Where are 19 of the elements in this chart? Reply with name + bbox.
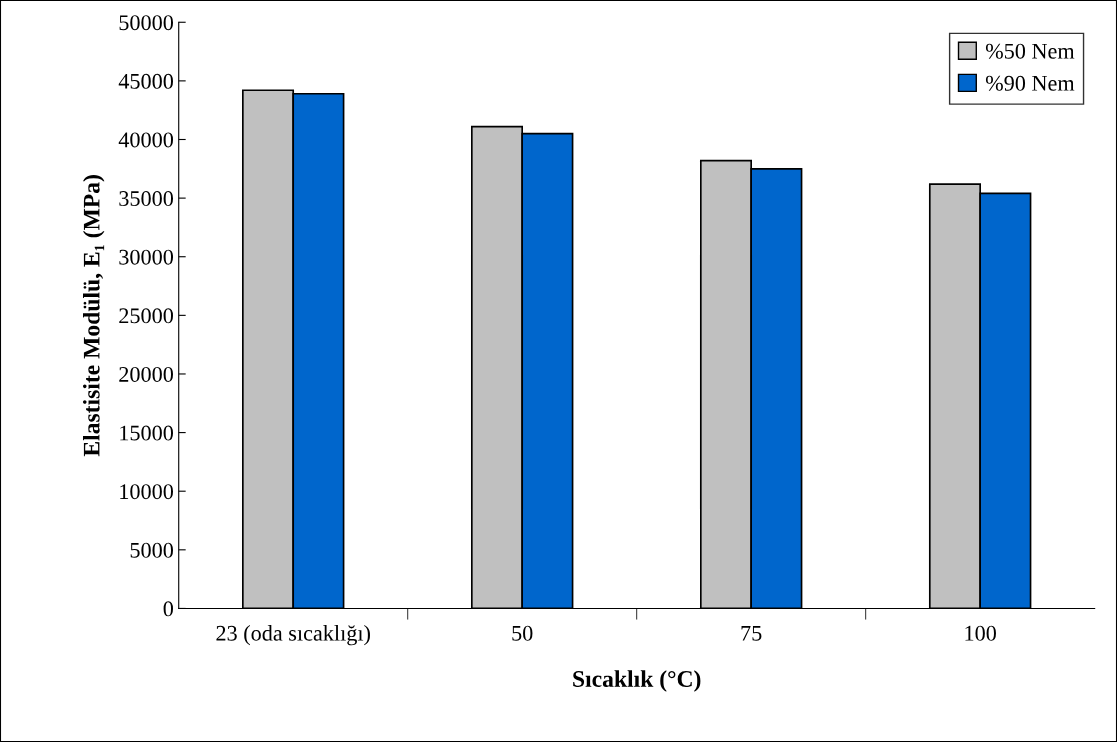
y-tick-label: 25000 (119, 308, 174, 324)
y-tick-label: 0 (163, 601, 174, 617)
y-tick-label: 20000 (119, 366, 174, 382)
x-tick-label: 100 (965, 625, 996, 641)
legend-label: %90 Nem (985, 75, 1075, 91)
x-tick-label: 75 (741, 625, 762, 641)
y-tick-label: 35000 (119, 191, 174, 207)
y-tick-label: 40000 (118, 132, 174, 148)
x-tick-label: 23 (oda sıcaklığı) (216, 625, 370, 646)
y-tick-label: 10000 (120, 484, 174, 500)
y-tick-label: 45000 (118, 73, 174, 89)
y-axis-title: Elastisite Modülü, E₁ (MPa) (83, 175, 105, 457)
y-tick-label: 5000 (130, 542, 174, 558)
y-tick-label: 50000 (119, 15, 174, 31)
legend-label: %50 Nem (985, 43, 1075, 59)
x-axis-title: Sıcaklık (°C) (573, 670, 701, 692)
y-tick-label: 30000 (119, 249, 174, 265)
x-tick-label: 50 (512, 625, 533, 641)
y-tick-label: 15000 (120, 425, 174, 441)
